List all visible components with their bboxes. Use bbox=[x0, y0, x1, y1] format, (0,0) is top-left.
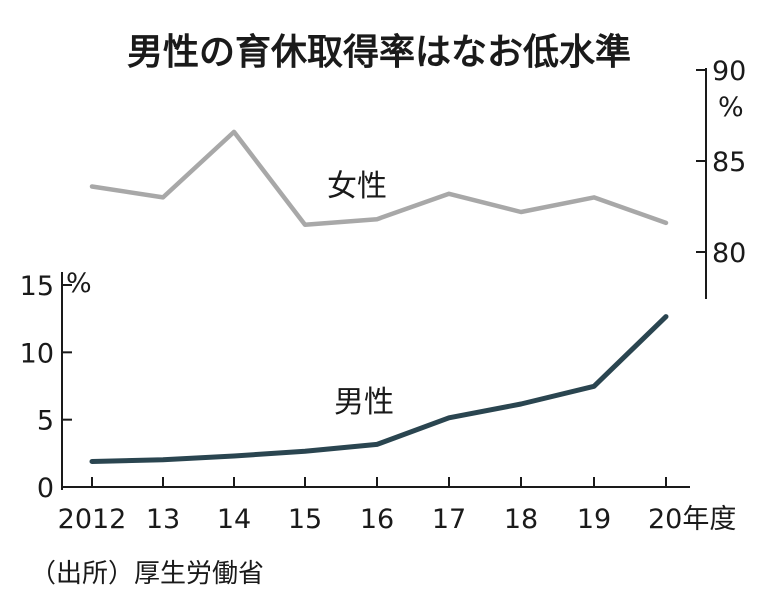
x-tick-label: 2012 bbox=[58, 504, 127, 535]
female-point bbox=[447, 192, 451, 196]
female-point bbox=[375, 217, 379, 221]
male-panel: 0 5 10 15 % 男性 bbox=[20, 268, 669, 504]
male-point bbox=[303, 449, 307, 453]
male-unit-label: % bbox=[66, 268, 92, 299]
female-point bbox=[519, 210, 523, 214]
male-point bbox=[519, 402, 523, 406]
chart-title: 男性の育休取得率はなお低水準 bbox=[127, 32, 631, 73]
x-tick-label: 14 bbox=[217, 504, 251, 535]
female-point bbox=[161, 195, 165, 199]
male-tick-label: 5 bbox=[37, 406, 54, 437]
x-tick-label: 18 bbox=[504, 504, 538, 535]
female-point bbox=[232, 130, 236, 134]
male-point bbox=[161, 458, 165, 462]
female-tick-label: 90 bbox=[712, 56, 746, 87]
male-point bbox=[90, 460, 94, 463]
male-tick-label: 0 bbox=[37, 473, 54, 504]
male-point bbox=[232, 454, 236, 458]
female-tick-label: 80 bbox=[712, 238, 746, 269]
male-series-label: 男性 bbox=[334, 385, 394, 420]
male-point bbox=[664, 315, 668, 319]
female-tick-label: 85 bbox=[712, 147, 746, 178]
female-series-label: 女性 bbox=[327, 169, 387, 204]
source-note: （出所）厚生労働省 bbox=[30, 559, 264, 589]
female-point bbox=[303, 223, 307, 227]
male-tick-label: 10 bbox=[20, 338, 54, 369]
x-tick-label: 20年度 bbox=[648, 504, 736, 535]
female-unit-label: % bbox=[718, 92, 744, 123]
male-point bbox=[592, 384, 596, 388]
female-point bbox=[90, 185, 94, 188]
female-point bbox=[664, 221, 668, 225]
x-tick-label: 15 bbox=[288, 504, 322, 535]
male-tick-label: 15 bbox=[20, 271, 54, 302]
female-panel: 80 85 90% 女性 bbox=[89, 56, 746, 299]
female-point bbox=[592, 195, 596, 199]
male-point bbox=[447, 416, 451, 420]
x-axis: 2012 13 14 15 16 17 18 19 20年度 bbox=[58, 477, 736, 535]
male-point bbox=[375, 442, 379, 446]
x-tick-label: 17 bbox=[432, 504, 466, 535]
x-tick-label: 19 bbox=[577, 504, 611, 535]
x-tick-label: 16 bbox=[360, 504, 394, 535]
x-tick-label: 13 bbox=[146, 504, 180, 535]
